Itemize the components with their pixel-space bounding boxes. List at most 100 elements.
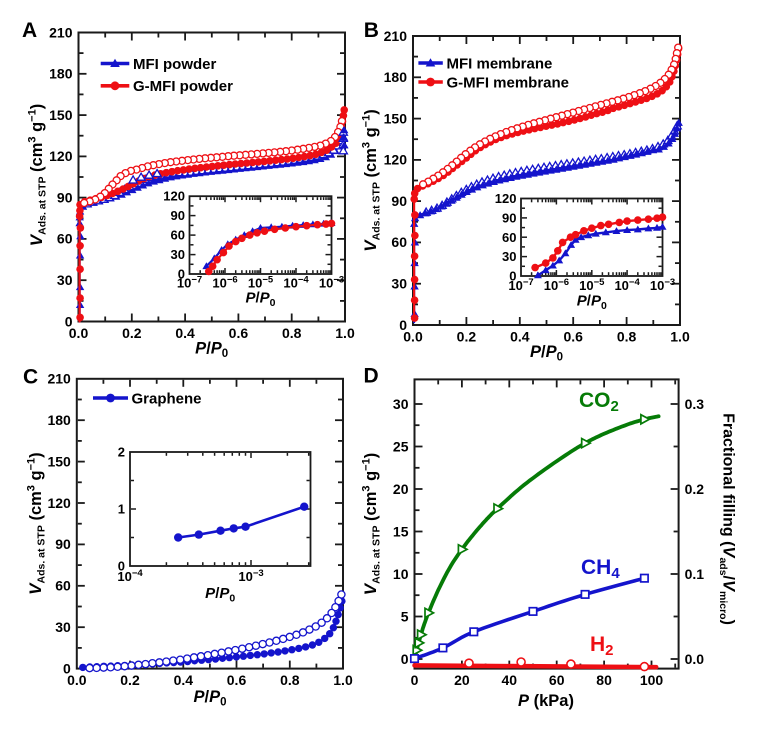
svg-text:10−3: 10−3 [319, 275, 344, 291]
svg-text:120: 120 [495, 191, 517, 206]
svg-text:0.1: 0.1 [685, 566, 705, 582]
svg-text:10−7: 10−7 [508, 277, 533, 293]
svg-text:210: 210 [384, 28, 408, 44]
svg-text:10−4: 10−4 [614, 277, 640, 293]
svg-text:0.6: 0.6 [229, 325, 249, 341]
svg-text:VAds. at STP (cm3 g−1): VAds. at STP (cm3 g−1) [27, 104, 49, 246]
svg-text:0.0: 0.0 [67, 672, 87, 688]
svg-text:10−7: 10−7 [177, 275, 202, 291]
svg-text:100: 100 [640, 672, 664, 688]
svg-text:120: 120 [163, 189, 185, 204]
svg-text:0.8: 0.8 [280, 672, 300, 688]
svg-text:CO2: CO2 [579, 389, 619, 415]
svg-text:H2: H2 [590, 633, 614, 659]
svg-text:Fractional filling (Vads/Vmicr: Fractional filling (Vads/Vmicro) [717, 413, 738, 625]
svg-text:0.0: 0.0 [69, 325, 89, 341]
svg-text:0: 0 [178, 267, 185, 282]
svg-text:0.2: 0.2 [457, 329, 477, 345]
svg-text:30: 30 [393, 396, 409, 412]
svg-text:150: 150 [49, 107, 73, 123]
svg-text:60: 60 [57, 231, 73, 247]
svg-text:0.2: 0.2 [685, 481, 705, 497]
svg-text:150: 150 [47, 453, 71, 469]
svg-text:30: 30 [391, 276, 407, 292]
svg-text:VAds. at STP (cm3 g−1): VAds. at STP (cm3 g−1) [361, 453, 383, 595]
svg-text:D: D [364, 365, 379, 388]
svg-text:0: 0 [118, 559, 125, 574]
svg-text:0.8: 0.8 [617, 329, 637, 345]
svg-text:10−3: 10−3 [650, 277, 675, 293]
svg-text:10−6: 10−6 [544, 277, 569, 293]
svg-text:0.0: 0.0 [403, 329, 423, 345]
svg-text:210: 210 [49, 24, 73, 40]
svg-text:VAds. at STP (cm3 g−1): VAds. at STP (cm3 g−1) [361, 109, 383, 251]
svg-text:1.0: 1.0 [335, 325, 355, 341]
svg-text:10−3: 10−3 [238, 568, 263, 584]
svg-text:15: 15 [393, 523, 409, 539]
svg-text:0.6: 0.6 [227, 672, 247, 688]
svg-text:180: 180 [384, 69, 408, 85]
svg-text:P/P0: P/P0 [530, 343, 563, 364]
svg-text:30: 30 [57, 272, 73, 288]
svg-text:10−6: 10−6 [212, 275, 237, 291]
svg-text:P/P0: P/P0 [205, 585, 235, 605]
svg-text:0: 0 [63, 660, 71, 676]
svg-text:180: 180 [49, 66, 73, 82]
svg-text:0.4: 0.4 [175, 325, 195, 341]
svg-text:150: 150 [384, 110, 408, 126]
svg-text:CH4: CH4 [581, 556, 620, 582]
svg-text:20: 20 [454, 672, 470, 688]
svg-text:180: 180 [47, 412, 71, 428]
svg-text:90: 90 [171, 208, 185, 223]
svg-text:0.4: 0.4 [510, 329, 530, 345]
svg-text:10−5: 10−5 [579, 277, 605, 293]
svg-text:120: 120 [49, 148, 73, 164]
svg-text:80: 80 [596, 672, 612, 688]
svg-text:0: 0 [399, 317, 407, 333]
svg-text:10−5: 10−5 [248, 275, 274, 291]
svg-text:30: 30 [55, 619, 71, 635]
svg-text:MFI membrane: MFI membrane [447, 55, 553, 72]
svg-text:60: 60 [549, 672, 565, 688]
svg-text:5: 5 [401, 608, 409, 624]
svg-text:0.6: 0.6 [563, 329, 583, 345]
svg-text:120: 120 [47, 495, 71, 511]
svg-text:30: 30 [502, 249, 516, 264]
svg-text:0.2: 0.2 [120, 672, 140, 688]
svg-text:1.0: 1.0 [670, 329, 690, 345]
svg-text:10−4: 10−4 [283, 275, 309, 291]
svg-text:10−4: 10−4 [117, 568, 143, 584]
svg-text:120: 120 [384, 152, 408, 168]
svg-text:90: 90 [57, 189, 73, 205]
svg-text:60: 60 [391, 234, 407, 250]
svg-text:P/P0: P/P0 [577, 293, 607, 313]
svg-text:A: A [22, 19, 37, 42]
svg-text:0.3: 0.3 [685, 396, 705, 412]
svg-text:0: 0 [401, 651, 409, 667]
svg-text:90: 90 [391, 193, 407, 209]
svg-text:P/P0: P/P0 [245, 290, 275, 310]
svg-text:B: B [364, 19, 379, 42]
svg-text:60: 60 [502, 230, 516, 245]
svg-text:P (kPa): P (kPa) [518, 692, 574, 710]
svg-text:MFI powder: MFI powder [133, 56, 216, 73]
svg-text:10: 10 [393, 566, 409, 582]
svg-text:Graphene: Graphene [132, 390, 202, 407]
svg-text:0: 0 [65, 313, 73, 329]
svg-text:G-MFI powder: G-MFI powder [133, 78, 233, 95]
svg-text:C: C [23, 365, 38, 388]
svg-text:0.4: 0.4 [174, 672, 194, 688]
svg-text:2: 2 [118, 445, 125, 460]
svg-text:60: 60 [171, 228, 185, 243]
svg-text:0.0: 0.0 [685, 651, 705, 667]
svg-text:210: 210 [47, 371, 71, 387]
svg-text:VAds. at STP (cm3 g−1): VAds. at STP (cm3 g−1) [26, 452, 48, 594]
svg-text:90: 90 [55, 536, 71, 552]
svg-text:0: 0 [411, 672, 419, 688]
svg-text:G-MFI membrane: G-MFI membrane [447, 74, 570, 91]
svg-text:1: 1 [118, 502, 125, 517]
svg-text:20: 20 [393, 481, 409, 497]
svg-text:25: 25 [393, 438, 409, 454]
svg-text:40: 40 [502, 672, 518, 688]
svg-text:P/P0: P/P0 [195, 340, 228, 361]
